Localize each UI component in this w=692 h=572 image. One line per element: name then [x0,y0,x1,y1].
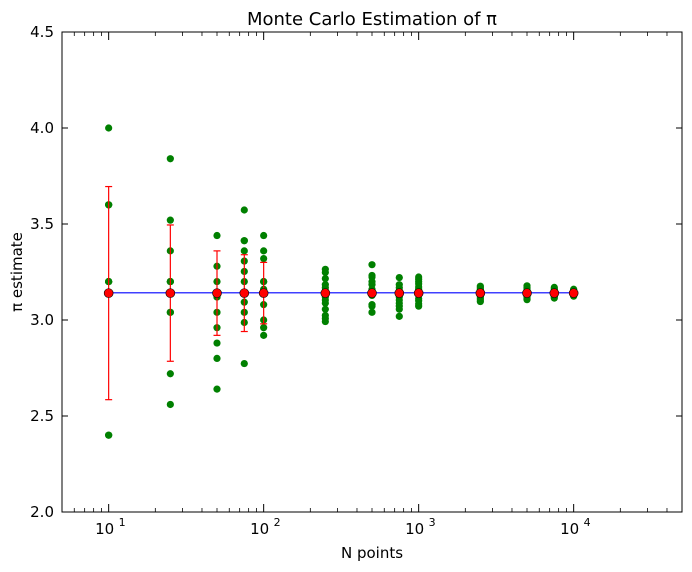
trial-point [321,274,329,283]
trial-point [476,297,484,306]
trial-point [260,254,268,263]
trial-point [240,359,248,368]
trial-point [368,261,376,269]
trial-point [260,231,268,240]
trial-point [213,231,221,240]
x-tick-exponent: 4 [584,516,591,529]
trial-point [213,354,221,362]
trial-point [213,339,221,347]
mean-point [165,288,176,298]
x-tick-label: 10 [250,520,269,538]
y-tick-label: 4.5 [30,23,54,41]
x-tick-label: 10 [560,520,579,538]
trial-point [321,317,329,326]
y-tick-label: 2.5 [30,407,54,425]
y-axis-label: π estimate [8,232,26,312]
trial-point [166,216,174,224]
trial-point [368,308,376,316]
chart-title: Monte Carlo Estimation of π [247,9,497,30]
trial-point [321,299,329,307]
trial-point [166,400,174,409]
trial-point [415,302,423,310]
trial-point [240,237,248,245]
x-axis-label: N points [341,544,403,562]
trial-point [240,247,248,255]
x-tick-exponent: 1 [119,516,126,529]
mean-point [103,288,114,298]
axis-ticks: 2.0 2.5 3.0 3.5 4.0 4.5 10 1 10 2 10 3 10 4 [30,23,683,538]
y-tick-label: 2.0 [30,503,54,521]
trial-point [395,273,403,282]
trial-point [368,302,376,310]
mean-point [549,288,560,298]
trial-point [260,324,268,332]
trial-point [321,305,329,313]
x-tick-exponent: 2 [274,516,281,529]
mean-point [475,288,486,298]
mean-point [413,288,424,298]
mean-point [320,288,331,298]
trial-point [395,305,403,313]
y-tick-label: 3.0 [30,311,54,329]
trial-point [240,206,248,214]
x-tick-label: 10 [95,520,114,538]
mean-point [568,288,579,298]
x-tick-exponent: 3 [429,516,436,529]
mean-point [394,288,405,298]
trial-point [105,124,113,132]
plot-area [103,124,579,439]
mean-point [367,288,377,298]
trial-point [105,431,113,439]
trial-point [523,296,531,304]
mean-point [212,288,222,298]
trial-point [166,370,174,378]
trial-point [213,385,221,393]
mean-point [522,288,532,298]
trial-point [260,331,268,339]
trial-point [166,155,174,163]
y-tick-label: 4.0 [30,119,54,137]
trial-point [395,312,403,320]
x-tick-label: 10 [405,520,424,538]
trial-point [321,268,329,276]
trial-point [260,247,268,255]
mean-point [258,288,269,298]
y-tick-label: 3.5 [30,215,54,233]
mean-point [239,288,250,298]
